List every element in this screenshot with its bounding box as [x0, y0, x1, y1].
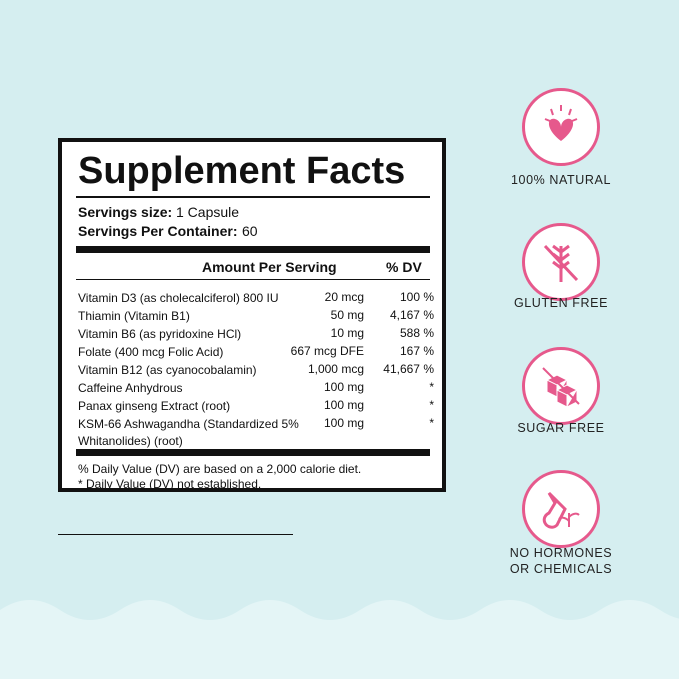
- badge-icon: [522, 223, 600, 301]
- line: [58, 534, 293, 535]
- badge-icon: [522, 470, 600, 548]
- footnote: * Daily Value (DV) not established.: [78, 477, 262, 491]
- row-name: Folate (400 mcg Folic Acid): [78, 345, 224, 359]
- badge-line: NO HORMONES: [509, 546, 613, 560]
- badge-icon: [522, 88, 600, 166]
- rule: [76, 449, 430, 456]
- row-dv: *: [429, 380, 434, 394]
- wave: [0, 600, 679, 679]
- row-name: KSM-66 Ashwagandha (Standardized 5% Whit…: [78, 417, 299, 448]
- footnote: % Daily Value (DV) are based on a 2,000 …: [78, 462, 362, 476]
- serving-label: Servings size:: [78, 204, 173, 220]
- row-dv: 100 %: [399, 290, 434, 304]
- rule: [76, 196, 430, 198]
- badge-icon: [522, 347, 600, 425]
- row-dv: 41,667 %: [383, 362, 434, 376]
- serving-label: Servings Per Container:: [78, 223, 238, 239]
- row-amount: 10 mg: [330, 326, 364, 340]
- row-amount: 20 mcg: [324, 290, 364, 304]
- row-name: Thiamin (Vitamin B1): [78, 309, 190, 323]
- row-name: Vitamin B12 (as cyanocobalamin): [78, 363, 257, 377]
- badge-label: SUGAR FREE: [481, 420, 641, 436]
- row-name: Vitamin B6 (as pyridoxine HCl): [78, 327, 242, 341]
- badge-label: NO HORMONES OR CHEMICALS: [481, 545, 641, 577]
- header-amount: Amount Per Serving: [202, 259, 337, 275]
- row-dv: 588 %: [399, 326, 434, 340]
- serving-value: 1 Capsule: [176, 204, 240, 220]
- badge-line: 100% NATURAL: [510, 173, 612, 187]
- rule: [76, 279, 430, 280]
- row-name: Vitamin D3 (as cholecalciferol) 800 IU: [78, 291, 279, 305]
- header-dv: % DV: [386, 259, 422, 275]
- row-dv: *: [429, 416, 434, 430]
- badge-line: GLUTEN FREE: [513, 296, 609, 310]
- row-name: Panax ginseng Extract (root): [78, 399, 231, 413]
- facts-title: Supplement Facts: [78, 150, 406, 192]
- badge-line: OR CHEMICALS: [509, 562, 613, 576]
- row-dv: 4,167 %: [389, 308, 434, 322]
- row-dv: *: [429, 398, 434, 412]
- serving-value: 60: [242, 223, 258, 239]
- row-dv: 167 %: [399, 344, 434, 358]
- badge-label: GLUTEN FREE: [481, 295, 641, 311]
- badge-label: 100% NATURAL: [481, 172, 641, 188]
- rule: [76, 246, 430, 253]
- row-amount: 50 mg: [330, 308, 364, 322]
- facts-panel: Supplement Facts Servings size: 1 Capsule…: [58, 138, 446, 492]
- row-amount: 667 mcg DFE: [290, 344, 364, 358]
- row-amount: 100 mg: [323, 398, 364, 412]
- row-amount: 100 mg: [323, 416, 364, 430]
- row-amount: 1,000 mcg: [307, 362, 364, 376]
- row-amount: 100 mg: [323, 380, 364, 394]
- row-name: Caffeine Anhydrous: [78, 381, 183, 395]
- badge-line: SUGAR FREE: [517, 421, 605, 435]
